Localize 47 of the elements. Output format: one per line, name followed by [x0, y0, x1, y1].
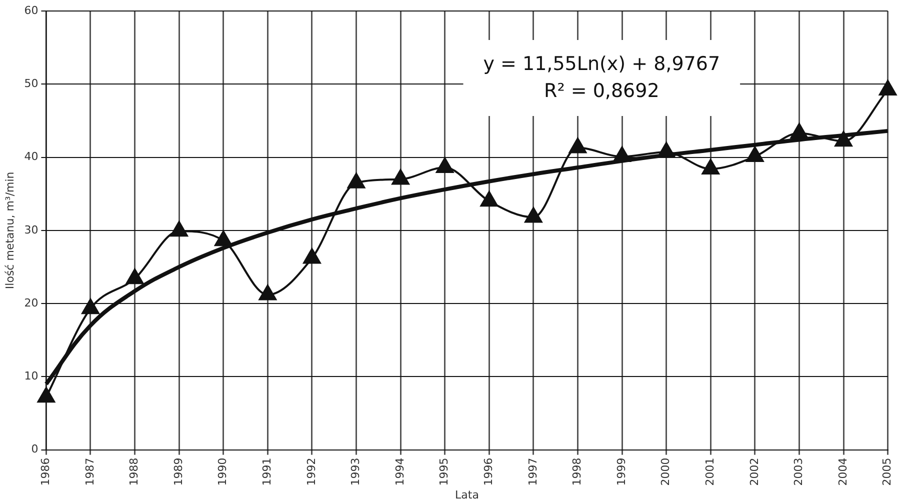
x-tick-label: 2003: [792, 458, 806, 486]
x-tick-label: 1987: [83, 458, 96, 486]
point: [568, 138, 587, 154]
x-tick-label: 2000: [659, 458, 672, 486]
point: [82, 298, 100, 314]
x-tick-label: 1994: [393, 458, 406, 486]
x-tick-label: 1995: [438, 458, 451, 486]
x-axis-title: Lata: [455, 488, 479, 502]
y-tick-label: 0: [31, 442, 38, 456]
point: [702, 158, 720, 174]
y-tick-label: 60: [24, 4, 38, 17]
point: [258, 284, 276, 300]
x-tick-label: 1996: [482, 458, 496, 486]
x-tick-label: 1993: [349, 458, 362, 486]
x-tick-label: 2005: [880, 458, 894, 486]
y-tick-label: 40: [24, 150, 38, 164]
x-tick-label: 1991: [260, 458, 274, 486]
x-tick-label: 1997: [526, 458, 540, 486]
x-tick-label: 1998: [570, 458, 584, 486]
y-tick-label: 20: [24, 296, 38, 310]
x-tick-label: 1989: [172, 458, 185, 486]
point: [303, 248, 321, 264]
x-tick-label: 1999: [614, 458, 628, 486]
point: [37, 387, 55, 403]
point: [524, 207, 542, 223]
point: [347, 172, 366, 188]
x-tick-label: 1990: [216, 458, 230, 486]
point: [480, 191, 498, 207]
point: [392, 169, 410, 185]
x-tick-label: 2004: [836, 458, 850, 486]
point: [170, 221, 188, 237]
point: [126, 268, 144, 284]
y-axis-title: Ilość metanu, m³/min: [3, 172, 16, 290]
y-tick-label: 30: [24, 223, 38, 236]
x-tick-label: 1992: [304, 458, 318, 486]
point: [790, 123, 808, 139]
x-tick-label: 1988: [128, 458, 141, 486]
point: [214, 230, 232, 246]
x-tick-label: 2001: [703, 458, 716, 486]
x-tick-label: 1986: [39, 458, 52, 486]
point: [879, 80, 897, 96]
annotation: y = 11,55Ln(x) + 8,9767 R² = 0,8692: [483, 52, 720, 102]
y-tick-label: 10: [24, 370, 38, 383]
x-tick-label: 2002: [748, 458, 761, 486]
point: [436, 158, 454, 174]
point: [746, 146, 764, 162]
y-tick-label: 50: [24, 76, 38, 90]
